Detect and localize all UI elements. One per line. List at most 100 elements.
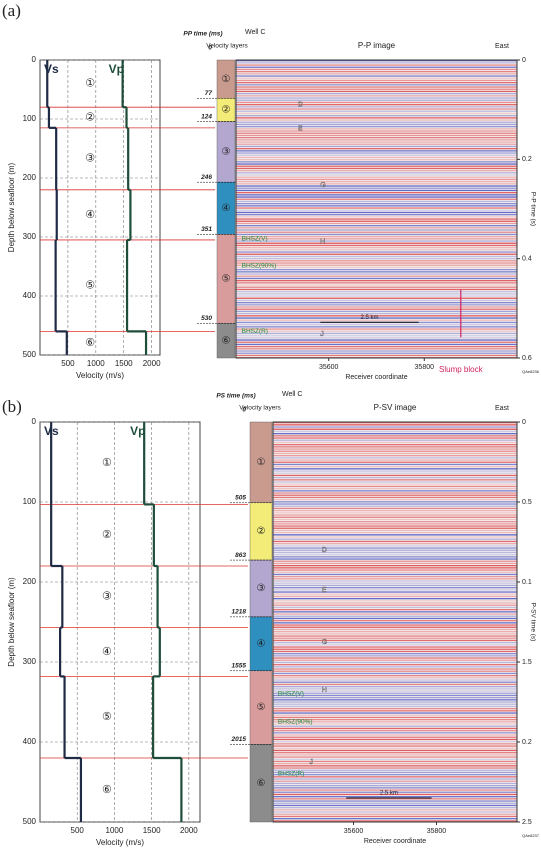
seismic-stripe: [273, 466, 517, 468]
seismic-stripe: [273, 494, 517, 496]
seismic-stripe: [273, 646, 517, 648]
seismic-stripe: [273, 430, 517, 433]
seismic-stripe: [236, 214, 517, 216]
seismic-stripe: [273, 796, 517, 798]
x-axis-label: Velocity (m/s): [96, 838, 144, 847]
time-label: 246: [200, 174, 212, 181]
seismic-stripe: [273, 580, 517, 582]
y-tick-label: 0: [32, 55, 37, 64]
seismic-stripe: [236, 218, 517, 220]
seismic-stripe: [273, 732, 517, 734]
seismic-stripe: [236, 205, 517, 207]
seismic-stripe: [273, 560, 517, 562]
seismic-stripe: [236, 343, 517, 346]
seismic-stripe: [273, 725, 517, 727]
seismic-stripe: [236, 95, 517, 97]
x2-tick-label: 35600: [344, 828, 364, 835]
seismic-stripe: [273, 518, 517, 521]
seismic-stripe: [273, 789, 517, 791]
seismic-stripe: [273, 820, 517, 822]
horizon-label: G: [320, 182, 325, 189]
seismic-stripe: [273, 756, 517, 758]
seismic-stripe: [273, 525, 517, 527]
seismic-stripe: [273, 681, 517, 683]
seismic-stripe: [236, 288, 517, 291]
layer-number: ⑤: [102, 711, 112, 723]
y2-tick-label: 0.2: [522, 156, 532, 163]
seismic-stripe: [273, 730, 517, 732]
seismic-stripe: [236, 174, 517, 176]
seismic-bg: [236, 60, 517, 358]
seismic-stripe: [273, 496, 517, 499]
seismic-stripe: [236, 297, 517, 299]
seismic-stripe: [236, 88, 517, 90]
seismic-stripe: [273, 562, 517, 565]
seismic-stripe: [273, 551, 517, 554]
seismic-stripe: [273, 815, 517, 818]
seismic-stripe: [236, 222, 517, 225]
seismic-stripe: [236, 308, 517, 310]
time-label: 124: [201, 113, 212, 120]
seismic-stripe: [273, 424, 517, 426]
layer-number: ④: [85, 209, 95, 221]
y-tick-label: 100: [23, 114, 37, 123]
layer-number: ①: [257, 457, 266, 468]
seismic-stripe: [273, 606, 517, 609]
seismic-stripe: [236, 337, 517, 339]
seismic-stripe: [236, 143, 517, 145]
x2-tick-label: 35600: [319, 364, 339, 371]
horizon-label: H: [322, 687, 327, 694]
seismic-stripe: [236, 148, 517, 150]
seismic-stripe: [273, 549, 517, 551]
seismic-stripe: [236, 253, 517, 255]
seismic-stripe: [273, 668, 517, 670]
seismic-stripe: [273, 600, 517, 602]
seismic-stripe: [273, 672, 517, 675]
seismic-stripe: [236, 255, 517, 258]
seismic-stripe: [236, 293, 517, 295]
seismic-stripe: [236, 119, 517, 121]
horizon-label: G: [322, 639, 327, 646]
seismic-stripe: [273, 793, 517, 796]
layers-title: Velocity layers: [206, 43, 248, 50]
seismic-stripe: [236, 200, 517, 203]
seismic-stripe: [236, 271, 517, 273]
seismic-stripe: [273, 776, 517, 778]
seismic-stripe: [236, 225, 517, 227]
seismic-stripe: [236, 68, 517, 71]
seismic-stripe: [273, 543, 517, 545]
seismic-stripe: [273, 602, 517, 604]
seismic-stripe: [273, 800, 517, 802]
seismic-stripe: [236, 211, 517, 214]
time-label: 863: [235, 552, 246, 559]
seismic-stripe: [273, 573, 517, 576]
seismic-stripe: [273, 679, 517, 681]
seismic-stripe: [236, 264, 517, 266]
seismic-stripe: [273, 422, 517, 424]
seismic-stripe: [236, 192, 517, 194]
x-axis-label: Velocity (m/s): [76, 371, 124, 380]
seismic-stripe: [273, 749, 517, 752]
y2-tick-label: 2.5: [522, 819, 532, 826]
seismic-stripe: [273, 536, 517, 538]
seismic-stripe: [273, 448, 517, 450]
seismic-stripe: [273, 694, 517, 697]
time-label: 0: [208, 45, 212, 52]
seismic-stripe: [236, 115, 517, 117]
seismic-stripe: [273, 584, 517, 587]
x-tick-label: 1000: [106, 826, 124, 835]
seismic-stripe: [236, 82, 517, 84]
seismic-stripe: [236, 299, 517, 302]
seismic-stripe: [273, 644, 517, 646]
seismic-stripe: [273, 683, 517, 686]
seismic-stripe: [273, 767, 517, 769]
seismic-stripe: [236, 185, 517, 187]
seismic-stripe: [273, 747, 517, 749]
seismic-stripe: [236, 73, 517, 75]
seismic-stripe: [273, 505, 517, 507]
seismic-stripe: [236, 154, 517, 156]
seismic-stripe: [273, 765, 517, 767]
seismic-stripe: [236, 189, 517, 192]
seismic-stripe: [236, 238, 517, 240]
seismic-stripe: [273, 754, 517, 756]
